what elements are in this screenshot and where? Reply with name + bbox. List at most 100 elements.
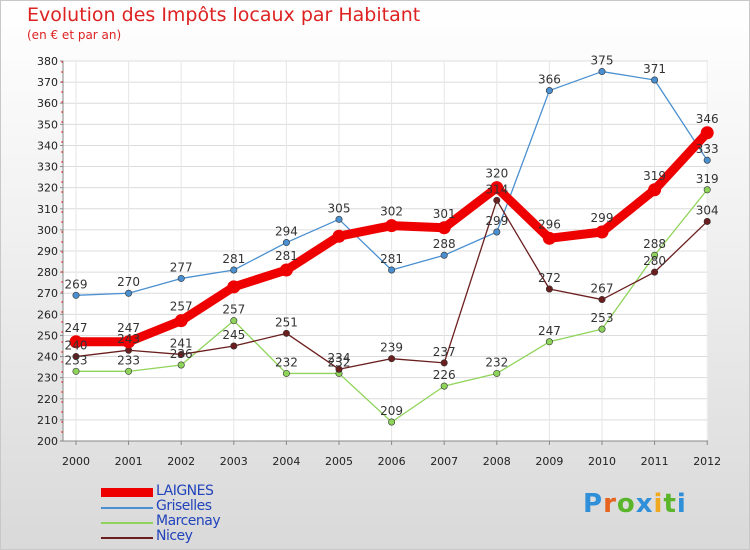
legend-label: LAIGNES — [156, 483, 214, 499]
data-point-griselles — [703, 156, 711, 164]
x-tick-label: 2006 — [378, 455, 406, 468]
legend-label: Griselles — [156, 498, 212, 514]
data-label-marcenay: 233 — [117, 353, 140, 367]
x-tick-label: 2008 — [483, 455, 511, 468]
y-tick-label: 240 — [37, 351, 58, 364]
data-label-laignes: 296 — [538, 217, 561, 231]
x-tick-label: 2012 — [693, 455, 721, 468]
logo-letter: r — [603, 489, 617, 519]
legend-swatch — [101, 522, 153, 524]
data-point-nicey — [651, 268, 659, 276]
y-tick-label: 270 — [37, 287, 58, 300]
data-point-marcenay — [703, 186, 711, 194]
logo-letter: t — [663, 489, 677, 519]
data-label-marcenay: 232 — [275, 355, 298, 369]
data-point-nicey — [545, 285, 553, 293]
proxiti-logo: Proxiti — [583, 489, 687, 519]
data-label-griselles: 294 — [275, 225, 298, 239]
grid-layer — [63, 60, 708, 442]
data-point-griselles — [545, 87, 553, 95]
y-tick-label: 200 — [37, 435, 58, 448]
logo-letter: i — [676, 489, 687, 519]
data-point-marcenay — [177, 361, 185, 369]
x-tick-label: 2003 — [220, 455, 248, 468]
data-point-griselles — [125, 289, 133, 297]
data-label-nicey: 239 — [380, 341, 403, 355]
data-point-nicey — [72, 353, 80, 361]
data-label-marcenay: 319 — [696, 172, 719, 186]
data-point-marcenay — [72, 367, 80, 375]
data-point-griselles — [440, 251, 448, 259]
legend-swatch — [101, 507, 153, 509]
y-tick-label: 330 — [37, 161, 58, 174]
data-point-griselles — [493, 228, 501, 236]
data-point-nicey — [282, 329, 290, 337]
data-point-marcenay — [545, 338, 553, 346]
y-tick-label: 230 — [37, 372, 58, 385]
data-label-laignes: 301 — [433, 207, 456, 221]
data-label-laignes: 247 — [65, 321, 88, 335]
data-point-marcenay — [493, 369, 501, 377]
y-tick-label: 300 — [37, 224, 58, 237]
legend: LAIGNES Griselles Marcenay Nicey — [101, 483, 301, 545]
data-point-marcenay — [282, 369, 290, 377]
data-label-layer: 247 247 257 281 302 301 320 296 299 319 346 269 270 2… — [65, 54, 719, 418]
data-point-nicey — [703, 217, 711, 225]
data-label-griselles: 281 — [380, 252, 403, 266]
data-point-marcenay — [598, 325, 606, 333]
data-point-laignes — [279, 263, 293, 277]
data-point-laignes — [700, 126, 714, 140]
x-tick-label: 2011 — [641, 455, 669, 468]
logo-letter: o — [616, 489, 636, 519]
legend-swatch — [101, 488, 153, 497]
data-label-nicey: 272 — [538, 271, 561, 285]
x-tick-label: 2002 — [167, 455, 195, 468]
data-label-nicey: 241 — [170, 336, 193, 350]
data-point-laignes — [542, 231, 556, 245]
data-point-marcenay — [651, 251, 659, 259]
data-label-griselles: 299 — [485, 214, 508, 228]
data-label-marcenay: 209 — [380, 404, 403, 418]
data-label-laignes: 346 — [696, 112, 719, 126]
data-point-marcenay — [125, 367, 133, 375]
data-point-nicey — [440, 359, 448, 367]
logo-letter: i — [653, 489, 664, 519]
data-point-laignes — [174, 314, 188, 328]
data-label-griselles: 281 — [222, 252, 245, 266]
data-point-laignes — [437, 221, 451, 235]
data-label-laignes: 302 — [380, 205, 403, 219]
data-point-laignes — [227, 280, 241, 294]
y-tick-label: 250 — [37, 329, 58, 342]
x-tick-label: 2000 — [62, 455, 90, 468]
data-label-nicey: 251 — [275, 315, 298, 329]
data-label-nicey: 304 — [696, 203, 719, 217]
data-label-laignes: 320 — [485, 167, 508, 181]
data-label-griselles: 375 — [591, 54, 614, 68]
data-label-nicey: 267 — [591, 282, 614, 296]
y-tick-label: 340 — [37, 139, 58, 152]
data-point-griselles — [230, 266, 238, 274]
data-label-griselles: 277 — [170, 260, 193, 274]
data-point-nicey — [388, 355, 396, 363]
y-tick-label: 320 — [37, 182, 58, 195]
chart-subtitle: (en € et par an) — [27, 28, 122, 42]
y-tick-label: 380 — [37, 55, 58, 68]
data-label-marcenay: 288 — [643, 237, 666, 251]
data-label-marcenay: 233 — [65, 353, 88, 367]
y-tick-label: 310 — [37, 203, 58, 216]
y-tick-label: 350 — [37, 118, 58, 131]
data-point-laignes — [69, 335, 83, 349]
data-point-laignes — [385, 219, 399, 233]
x-tick-label: 2005 — [325, 455, 353, 468]
data-label-marcenay: 232 — [328, 355, 351, 369]
data-point-nicey — [335, 365, 343, 373]
data-label-nicey: 234 — [328, 351, 351, 365]
data-label-griselles: 366 — [538, 73, 561, 87]
y-tick-label: 260 — [37, 308, 58, 321]
data-point-nicey — [493, 196, 501, 204]
data-label-marcenay: 226 — [433, 368, 456, 382]
data-point-griselles — [651, 76, 659, 84]
data-point-laignes — [648, 183, 662, 197]
y-tick-label: 280 — [37, 266, 58, 279]
